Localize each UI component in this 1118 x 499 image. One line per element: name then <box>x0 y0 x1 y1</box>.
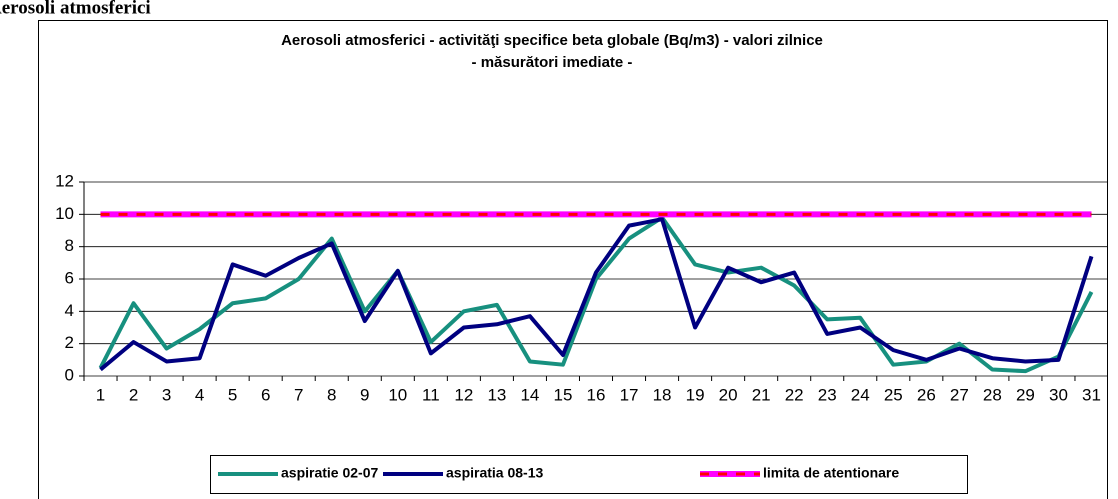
series-line <box>98 215 1094 374</box>
chart-title: Aerosoli atmosferici - activităţi specif… <box>281 32 823 49</box>
x-tick-label: 8 <box>327 385 336 404</box>
x-tick-label: 28 <box>983 385 1002 404</box>
x-tick-label: 18 <box>653 385 672 404</box>
x-tick-label: 29 <box>1016 385 1035 404</box>
x-tick-label: 10 <box>388 385 407 404</box>
x-tick-label: 9 <box>360 385 369 404</box>
x-tick-label: 5 <box>228 385 237 404</box>
x-tick-label: 27 <box>950 385 969 404</box>
x-tick-label: 21 <box>752 385 771 404</box>
x-tick-label: 2 <box>129 385 138 404</box>
x-tick-label: 17 <box>620 385 639 404</box>
x-tick-label: 19 <box>686 385 705 404</box>
y-tick-label: 0 <box>65 365 74 384</box>
x-tick-label: 16 <box>587 385 606 404</box>
x-tick-label: 13 <box>487 385 506 404</box>
x-tick-label: 14 <box>520 385 539 404</box>
x-tick-label: 24 <box>851 385 870 404</box>
x-tick-label: 31 <box>1082 385 1101 404</box>
y-tick-label: 8 <box>65 236 74 255</box>
legend <box>210 455 968 494</box>
x-tick-label: 22 <box>785 385 804 404</box>
x-tick-label: 12 <box>454 385 473 404</box>
chart-frame <box>38 20 1108 499</box>
y-tick-label: 4 <box>65 301 74 320</box>
x-tick-label: 3 <box>162 385 171 404</box>
x-tick-label: 15 <box>554 385 573 404</box>
x-tick-label: 7 <box>294 385 303 404</box>
x-tick-label: 4 <box>195 385 204 404</box>
x-tick-label: 25 <box>884 385 903 404</box>
y-tick-label: 6 <box>65 268 74 287</box>
page-heading: Aerosoli atmosferici <box>0 0 151 18</box>
legend-label: aspiratie 02-07 <box>281 465 378 481</box>
chart-subtitle: - măsurători imediate - <box>472 54 633 71</box>
x-tick-label: 11 <box>422 385 440 404</box>
x-tick-label: 30 <box>1049 385 1068 404</box>
y-tick-label: 12 <box>55 171 74 190</box>
legend-label: limita de atentionare <box>763 465 899 481</box>
series-line <box>99 217 1094 372</box>
x-tick-label: 26 <box>917 385 936 404</box>
legend-label: aspiratia 08-13 <box>446 465 543 481</box>
x-tick-label: 20 <box>719 385 738 404</box>
x-tick-label: 23 <box>818 385 837 404</box>
x-tick-label: 6 <box>261 385 270 404</box>
y-tick-label: 10 <box>55 204 74 223</box>
x-tick-label: 1 <box>96 385 105 404</box>
y-tick-label: 2 <box>65 333 74 352</box>
